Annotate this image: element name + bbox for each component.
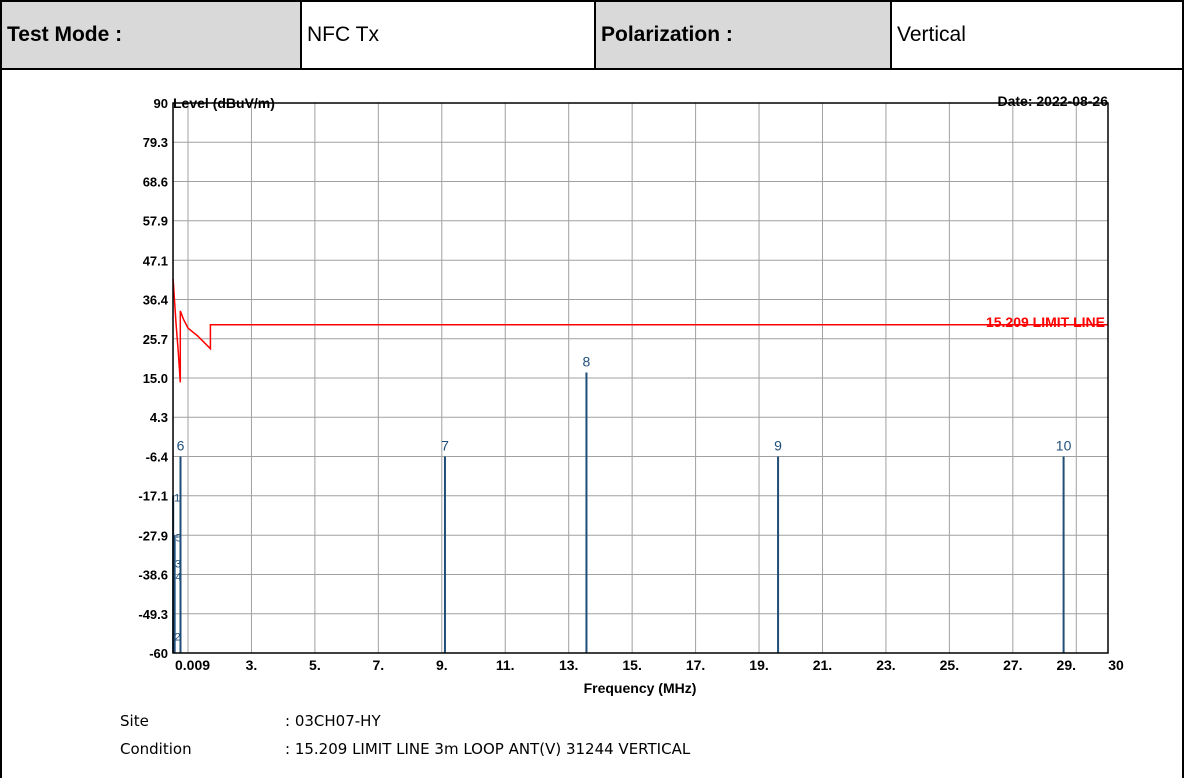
marker-label: 2: [174, 632, 180, 644]
x-tick-label: 3.: [246, 657, 258, 673]
y-tick-label: 47.1: [143, 253, 168, 268]
y-tick-label: -17.1: [138, 489, 168, 504]
test-mode-label: Test Mode :: [0, 0, 302, 70]
x-tick-label: 9.: [436, 657, 448, 673]
axis-ticks: 9079.368.657.947.136.425.715.04.3-6.4-17…: [138, 96, 1124, 673]
marker-label: 9: [774, 437, 782, 453]
polarization-label: Polarization :: [594, 0, 892, 70]
x-tick-label: 11.: [496, 657, 515, 673]
condition-value: : 15.209 LIMIT LINE 3m LOOP ANT(V) 31244…: [285, 740, 691, 758]
x-tick-label: 15.: [622, 657, 641, 673]
y-tick-label: 36.4: [143, 293, 169, 308]
limit-line-path: [172, 278, 1108, 383]
x-tick-label: 21.: [813, 657, 832, 673]
marker-bars: 1 2 3 4 5 6 7 8 9 10: [172, 354, 1072, 653]
x-tick-label: 29.: [1057, 657, 1076, 673]
y-tick-label: -27.9: [138, 528, 168, 543]
site-label: Site: [120, 712, 149, 730]
marker-label: 5: [176, 532, 182, 544]
marker-label: 8: [583, 354, 591, 370]
x-tick-label: 13.: [559, 657, 578, 673]
x-tick-label: 17.: [686, 657, 705, 673]
x-tick-label: 27.: [1003, 657, 1022, 673]
marker-label: 4: [175, 572, 181, 584]
x-tick-label: 19.: [749, 657, 768, 673]
y-axis-title: Level (dBuV/m): [173, 95, 275, 111]
limit-line-label: 15.209 LIMIT LINE: [986, 314, 1105, 330]
frame-right-border: [1182, 68, 1184, 778]
y-tick-label: 68.6: [143, 174, 168, 189]
y-tick-label: 79.3: [143, 135, 168, 150]
marker-label: 3: [175, 558, 181, 570]
test-info-header: Test Mode : NFC Tx Polarization : Vertic…: [0, 0, 1184, 70]
y-tick-label: 15.0: [143, 371, 168, 386]
polarization-value: Vertical: [890, 0, 1184, 70]
x-tick-label: 25.: [940, 657, 959, 673]
y-tick-label: -49.3: [138, 607, 168, 622]
test-mode-value: NFC Tx: [300, 0, 596, 70]
chart-grid: [172, 102, 1109, 654]
x-tick-label: 30: [1108, 657, 1124, 673]
y-tick-label: -6.4: [146, 449, 169, 464]
y-tick-label: -60: [149, 646, 168, 661]
frame-left-border: [0, 68, 2, 778]
x-tick-label: 23.: [876, 657, 895, 673]
x-tick-label: 0.009: [175, 657, 210, 673]
limit-line: [172, 278, 1108, 383]
marker-label: 10: [1056, 437, 1072, 453]
y-tick-label: 25.7: [143, 332, 168, 347]
date-label: Date: 2022-08-26: [997, 93, 1108, 109]
marker-label: 6: [177, 437, 185, 453]
condition-label: Condition: [120, 740, 192, 758]
x-axis-title: Frequency (MHz): [584, 680, 697, 696]
marker-label: 7: [441, 437, 449, 453]
x-tick-label: 7.: [373, 657, 385, 673]
y-tick-label: 4.3: [150, 410, 168, 425]
y-tick-label: 57.9: [143, 214, 168, 229]
emission-chart: 1 2 3 4 5 6 7 8 9 10 90 79.3 68.6 57.9 47.1 36.4 25.7 15…: [138, 93, 1124, 696]
x-tick-label: 5.: [309, 657, 321, 673]
y-tick-label: 90: [154, 96, 168, 111]
y-tick-label: -38.6: [138, 568, 168, 583]
marker-label: 1: [174, 492, 180, 504]
plot-border: [172, 102, 1109, 654]
site-value: : 03CH07-HY: [285, 712, 381, 730]
